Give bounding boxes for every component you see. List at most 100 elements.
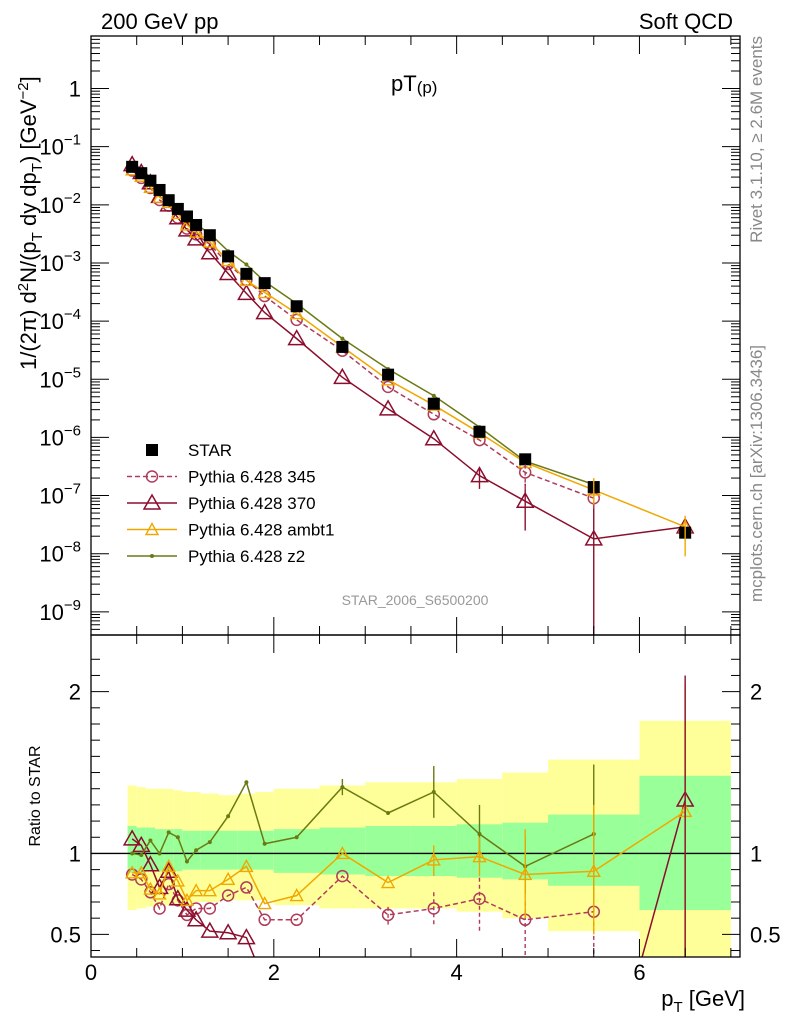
spectrum-panel: 10−9 10−8 10−7 10−6 10−5 10−4 10−3 10−2 10−1 1 pT…: [39, 35, 741, 636]
point-345: [145, 470, 159, 483]
point-ambt1: [179, 217, 195, 231]
star-point: [240, 267, 253, 280]
x-tick-label: 2: [268, 960, 280, 985]
header-right: Soft QCD: [639, 9, 733, 34]
point-ambt1: [144, 522, 160, 536]
point-ambt1: [143, 881, 158, 895]
header-left: 200 GeV pp: [101, 9, 218, 34]
point-370: [142, 493, 162, 510]
legend-label: Pythia 6.428 z2: [188, 547, 305, 566]
point-ambt1: [289, 306, 304, 320]
point-ambt1: [179, 892, 195, 907]
top-y-axis-label: 1/(2π) d2N/(pT dy dpT) [GeV−2]: [15, 76, 46, 370]
point-345: [221, 889, 235, 902]
legend-label: Pythia 6.428 ambt1: [188, 521, 334, 540]
point-370: [255, 303, 274, 320]
series-line: [131, 166, 594, 486]
uncertainty-band-inner: [173, 829, 183, 872]
ratio-y-tick-label-right: 2: [750, 680, 762, 705]
point-ambt1: [188, 224, 204, 238]
point-z2: [262, 841, 267, 846]
ratio-line: [641, 799, 686, 957]
point-370: [177, 900, 197, 917]
y-tick-label: 10−7: [39, 481, 81, 509]
rivet-text: Rivet 3.1.10, ≥ 2.6M events: [747, 36, 766, 243]
point-ambt1: [289, 888, 304, 902]
point-ambt1: [124, 865, 140, 879]
point-370: [200, 921, 220, 938]
plot-title: pT(p): [391, 71, 437, 97]
star-point: [126, 160, 139, 173]
point-370: [186, 229, 206, 246]
legend-label: STAR: [188, 441, 232, 460]
point-z2: [244, 262, 249, 267]
point-ambt1: [134, 865, 149, 879]
star-point: [135, 167, 148, 180]
ratio-y-tick-label-right: 1: [750, 841, 762, 866]
star-point: [162, 194, 175, 207]
uncertainty-band-inner: [136, 827, 146, 873]
uncertainty-band-inner: [365, 825, 411, 877]
y-tick-label: 10−3: [39, 248, 81, 276]
point-ambt1: [335, 845, 350, 860]
uncertainty-band-inner: [218, 830, 238, 870]
point-345: [258, 913, 271, 927]
point-z2: [166, 830, 171, 835]
star-point: [336, 340, 349, 353]
point-ambt1: [143, 179, 158, 194]
point-z2: [294, 835, 299, 840]
point-ambt1: [202, 234, 218, 248]
point-345: [290, 913, 303, 927]
point-345: [153, 902, 166, 915]
uncertainty-band-inner: [154, 829, 165, 872]
legend-label: Pythia 6.428 345: [188, 468, 316, 487]
point-345: [240, 881, 253, 894]
star-point: [382, 368, 395, 381]
point-370: [131, 835, 151, 853]
ratio-series: [122, 790, 695, 957]
point-z2: [244, 780, 249, 785]
point-ambt1: [188, 883, 204, 897]
point-370: [424, 429, 444, 446]
series-dot: [130, 164, 596, 487]
series-square: [126, 160, 692, 539]
series-line: [131, 169, 595, 499]
star-point: [290, 300, 303, 313]
uncertainty-band-inner: [237, 830, 256, 870]
bottom-y-axis-label: Ratio to STAR: [27, 745, 44, 846]
ratio-y-tick-label: 2: [69, 680, 81, 705]
y-tick-label: 10−5: [39, 364, 81, 392]
star-point: [473, 425, 486, 438]
point-370: [218, 263, 238, 281]
point-370: [287, 329, 306, 346]
point-370: [218, 923, 238, 940]
point-ambt1: [220, 871, 236, 886]
ratio-panel: 0.5 0.5 1 1 2 2 0 2 4 6: [50, 634, 781, 985]
uncertainty-band-inner: [164, 829, 174, 872]
star-point: [203, 229, 216, 242]
star-point: [222, 250, 235, 263]
point-370: [186, 910, 206, 927]
point-z2: [431, 393, 436, 398]
point-ambt1: [202, 883, 218, 897]
ratio-y-tick-label: 1: [69, 841, 81, 866]
point-370: [237, 283, 256, 301]
uncertainty-band-inner: [182, 830, 192, 870]
uncertainty-band-inner: [200, 830, 219, 870]
point-370: [159, 861, 178, 878]
y-tick-label: 10−9: [39, 597, 81, 625]
point-z2: [148, 838, 153, 843]
point-370: [122, 829, 142, 846]
uncertainty-band-inner: [145, 827, 155, 872]
ratio-y-tick-label: 0.5: [50, 922, 81, 947]
y-tick-label: 10−6: [39, 422, 81, 450]
star-point: [146, 444, 158, 456]
star-point: [180, 210, 193, 223]
point-ambt1: [257, 896, 272, 910]
point-345: [336, 869, 349, 883]
y-tick-label: 10−2: [39, 190, 81, 218]
x-tick-label: 6: [633, 960, 645, 985]
point-z2: [226, 814, 231, 819]
x-axis-label: pT [GeV]: [661, 986, 745, 1016]
point-z2: [184, 859, 189, 864]
